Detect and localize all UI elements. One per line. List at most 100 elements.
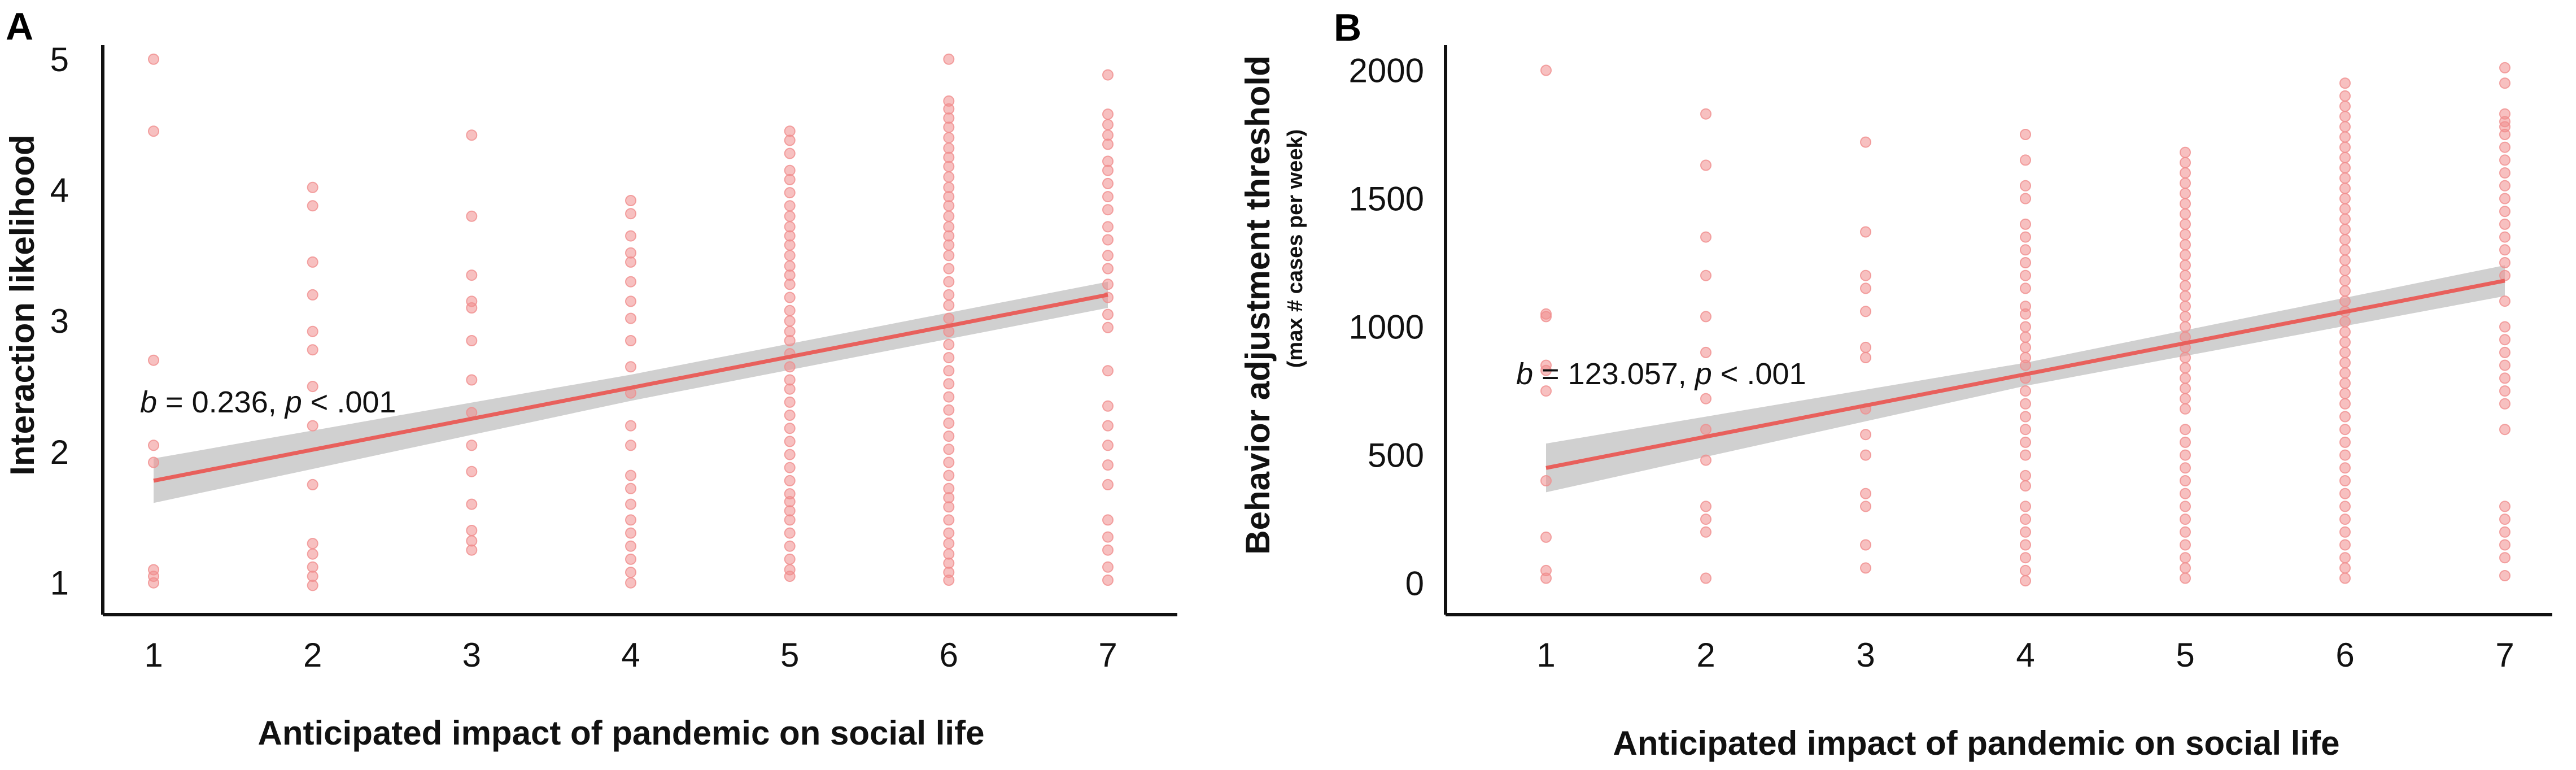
panel-a-x-tick-label: 7 [1098, 636, 1117, 674]
panel-b-data-point [2339, 193, 2351, 205]
panel-a-data-point [1102, 531, 1114, 543]
panel-b-x-axis-title: Anticipated impact of pandemic on social… [1613, 724, 2340, 762]
panel-a-data-point [1102, 204, 1114, 216]
panel-b-data-point [2020, 411, 2031, 423]
panel-b-data-point [2180, 218, 2191, 230]
panel-a-regression-annotation: b = 0.236, p < .001 [140, 385, 396, 419]
panel-a-data-point [943, 352, 955, 364]
panel-b-data-point [1860, 341, 1871, 353]
panel-a-y-tick-label: 5 [50, 41, 69, 79]
panel-a-data-point [1102, 459, 1114, 471]
panel-a-y-ticks: 1 2 3 4 5 [50, 41, 69, 602]
panel-b-data-point [1700, 572, 1711, 584]
panel-a-data-point [943, 171, 955, 183]
panel-a-data-point [943, 250, 955, 262]
panel-a-data-point [625, 256, 636, 268]
panel-a-y-axis-title: Interaction likelihood [3, 134, 41, 475]
panel-b-data-point [1540, 385, 1552, 397]
panel-a-data-point [784, 396, 796, 408]
panel-a-data-point [307, 478, 318, 490]
panel-a-data-point [466, 374, 478, 386]
panel-b-data-point [2180, 552, 2191, 564]
panel-a-data-point [307, 181, 318, 193]
panel-a-data-point [784, 147, 796, 159]
panel-a-data-point [625, 361, 636, 373]
panel-b-data-point [2339, 326, 2351, 338]
panel-a-data-point [1102, 177, 1114, 189]
panel-b-data-point [2180, 249, 2191, 261]
panel-b-data-point [2499, 398, 2510, 410]
panel-b-data-point [1860, 539, 1871, 551]
panel-b-data-point [2339, 377, 2351, 389]
panel-b-data-point [2339, 449, 2351, 461]
panel-a-data-point [1102, 263, 1114, 275]
panel-b-b-value: = 123.057, [1533, 357, 1695, 391]
panel-a-data-point [625, 567, 636, 578]
panel-b-data-point [2499, 218, 2510, 230]
panel-a-data-point [784, 200, 796, 212]
panel-a-data-point [307, 381, 318, 393]
panel-b-data-point [2339, 172, 2351, 184]
panel-b-data-point [2499, 193, 2510, 205]
panel-b-data-point [2020, 180, 2031, 192]
panel-a-data-point [943, 365, 955, 377]
panel-a-data-point [784, 462, 796, 473]
panel-b-p-symbol: p [1694, 357, 1712, 391]
panel-a-x-tick-label: 5 [780, 636, 799, 674]
panel-a-regression-line [153, 293, 1108, 483]
panel-b-data-point [2339, 244, 2351, 256]
panel-a-data-point [307, 420, 318, 432]
panel-b-data-point [2339, 224, 2351, 235]
panel-a-data-point [784, 571, 796, 582]
panel-a-data-point [784, 540, 796, 552]
panel-b-data-point [2020, 564, 2031, 576]
panel-b-data-point [2180, 301, 2191, 312]
panel-a-data-point [1102, 575, 1114, 586]
panel-b-data-point [2339, 295, 2351, 307]
panel-b-data-point [2180, 167, 2191, 179]
panel-a-data-point [784, 383, 796, 395]
panel-b-regression-line [1545, 279, 2505, 470]
panel-a-data-point [307, 548, 318, 560]
panel-b-data-point [2499, 514, 2510, 525]
panel-a-data-point [943, 263, 955, 275]
panel-b-data-point [1860, 352, 1871, 363]
panel-b-data-point [2499, 321, 2510, 333]
panel-b-data-point [2339, 234, 2351, 246]
panel-b-data-point [2180, 146, 2191, 158]
panel-a-data-point [625, 230, 636, 242]
panel-a-data-point [1102, 544, 1114, 556]
panel-a-x-tick-label: 6 [940, 636, 958, 674]
panel-a-data-point [943, 132, 955, 143]
panel-b-data-point [2020, 231, 2031, 243]
panel-b-data-point [2180, 488, 2191, 499]
panel-a-data-point [625, 514, 636, 526]
panel-b-data-point [1540, 311, 1552, 323]
panel-b-data-point [2339, 357, 2351, 369]
panel-a-b-value: = 0.236, [157, 385, 285, 419]
panel-b-data-point [2180, 382, 2191, 394]
panel-b-data-point [2339, 141, 2351, 153]
panel-b-data-point [2339, 101, 2351, 112]
panel-a-data-point [943, 378, 955, 390]
panel-b-data-point [2020, 282, 2031, 294]
panel-a-data-point [1102, 365, 1114, 377]
panel-a-data-point [1102, 561, 1114, 573]
panel-b-data-point [2020, 552, 2031, 564]
panel-a-data-point [466, 525, 478, 536]
panel-a-data-point [625, 276, 636, 288]
panel-b-data-point [2020, 424, 2031, 436]
panel-b-data-point [2499, 359, 2510, 371]
panel-a-data-point [1102, 108, 1114, 120]
panel-a-y-tick-label: 1 [50, 564, 69, 602]
panel-a-data-point [625, 312, 636, 324]
panel-b-data-point [2180, 424, 2191, 436]
panel-a-data-point [625, 335, 636, 346]
panel-b-data-point [2020, 469, 2031, 481]
panel-b-x-tick-label: 4 [2016, 636, 2034, 674]
panel-b-data-point [2020, 480, 2031, 492]
panel-b-data-point [2020, 321, 2031, 333]
panel-a-x-tick-label: 3 [462, 636, 481, 674]
panel-a-data-point [466, 544, 478, 556]
panel-b-data-point [2180, 352, 2191, 363]
